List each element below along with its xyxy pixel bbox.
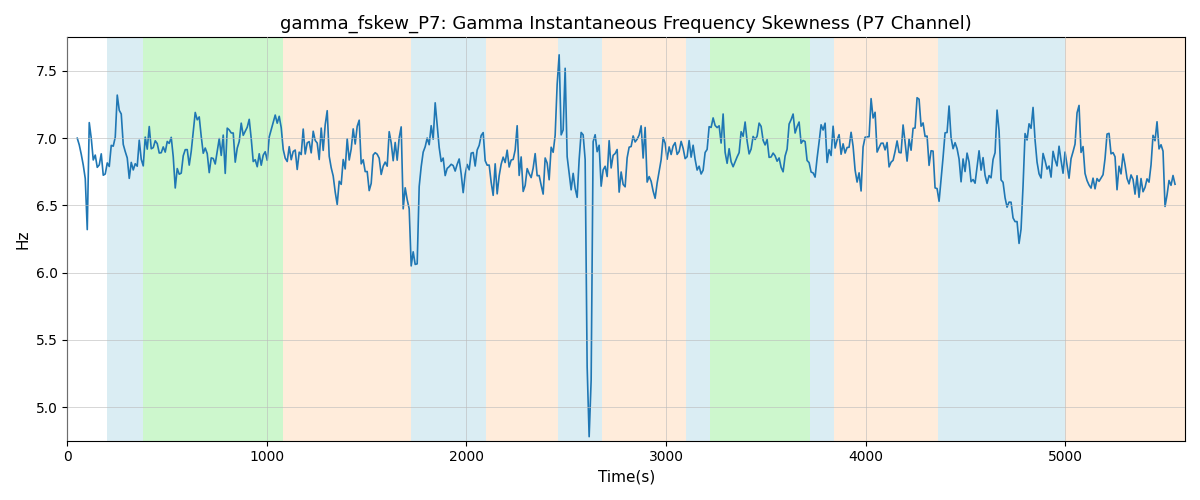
- Title: gamma_fskew_P7: Gamma Instantaneous Frequency Skewness (P7 Channel): gamma_fskew_P7: Gamma Instantaneous Freq…: [281, 15, 972, 34]
- Bar: [686, 38, 710, 440]
- Bar: [834, 38, 937, 440]
- Bar: [410, 38, 486, 440]
- Bar: [1066, 38, 1184, 440]
- Bar: [283, 38, 410, 440]
- Bar: [107, 38, 143, 440]
- Bar: [937, 38, 1066, 440]
- Y-axis label: Hz: Hz: [16, 230, 30, 249]
- Bar: [558, 38, 602, 440]
- X-axis label: Time(s): Time(s): [598, 470, 655, 485]
- Bar: [143, 38, 283, 440]
- Bar: [710, 38, 810, 440]
- Bar: [602, 38, 686, 440]
- Bar: [810, 38, 834, 440]
- Bar: [486, 38, 558, 440]
